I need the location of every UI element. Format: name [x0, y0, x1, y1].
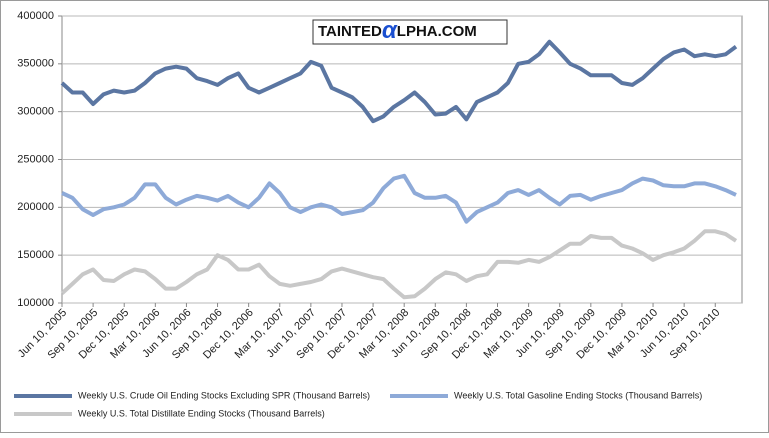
watermark-part: LPHA.COM — [397, 23, 477, 40]
y-tick-label: 150000 — [17, 249, 54, 261]
series-line — [60, 39, 738, 124]
legend-label: Weekly U.S. Total Distillate Ending Stoc… — [78, 408, 325, 418]
y-tick-label: 300000 — [17, 106, 54, 118]
legend: Weekly U.S. Crude Oil Ending Stocks Excl… — [14, 390, 702, 418]
watermark-box — [312, 19, 508, 45]
watermark: TAINTEDαLPHA.COM — [312, 17, 508, 45]
watermark-part: TAINTED — [318, 23, 382, 40]
series-line — [61, 173, 737, 224]
legend-label: Weekly U.S. Total Gasoline Ending Stocks… — [454, 390, 702, 400]
y-tick-label: 350000 — [17, 58, 54, 70]
y-tick-label: 100000 — [17, 297, 54, 309]
series-line — [60, 229, 738, 300]
legend-label: Weekly U.S. Crude Oil Ending Stocks Excl… — [78, 390, 370, 400]
y-tick-label: 200000 — [17, 201, 54, 213]
watermark-alpha: α — [382, 17, 398, 44]
watermark-text: TAINTEDαLPHA.COM — [318, 17, 477, 44]
y-tick-label: 400000 — [17, 10, 54, 22]
y-tick-label: 250000 — [17, 153, 54, 165]
